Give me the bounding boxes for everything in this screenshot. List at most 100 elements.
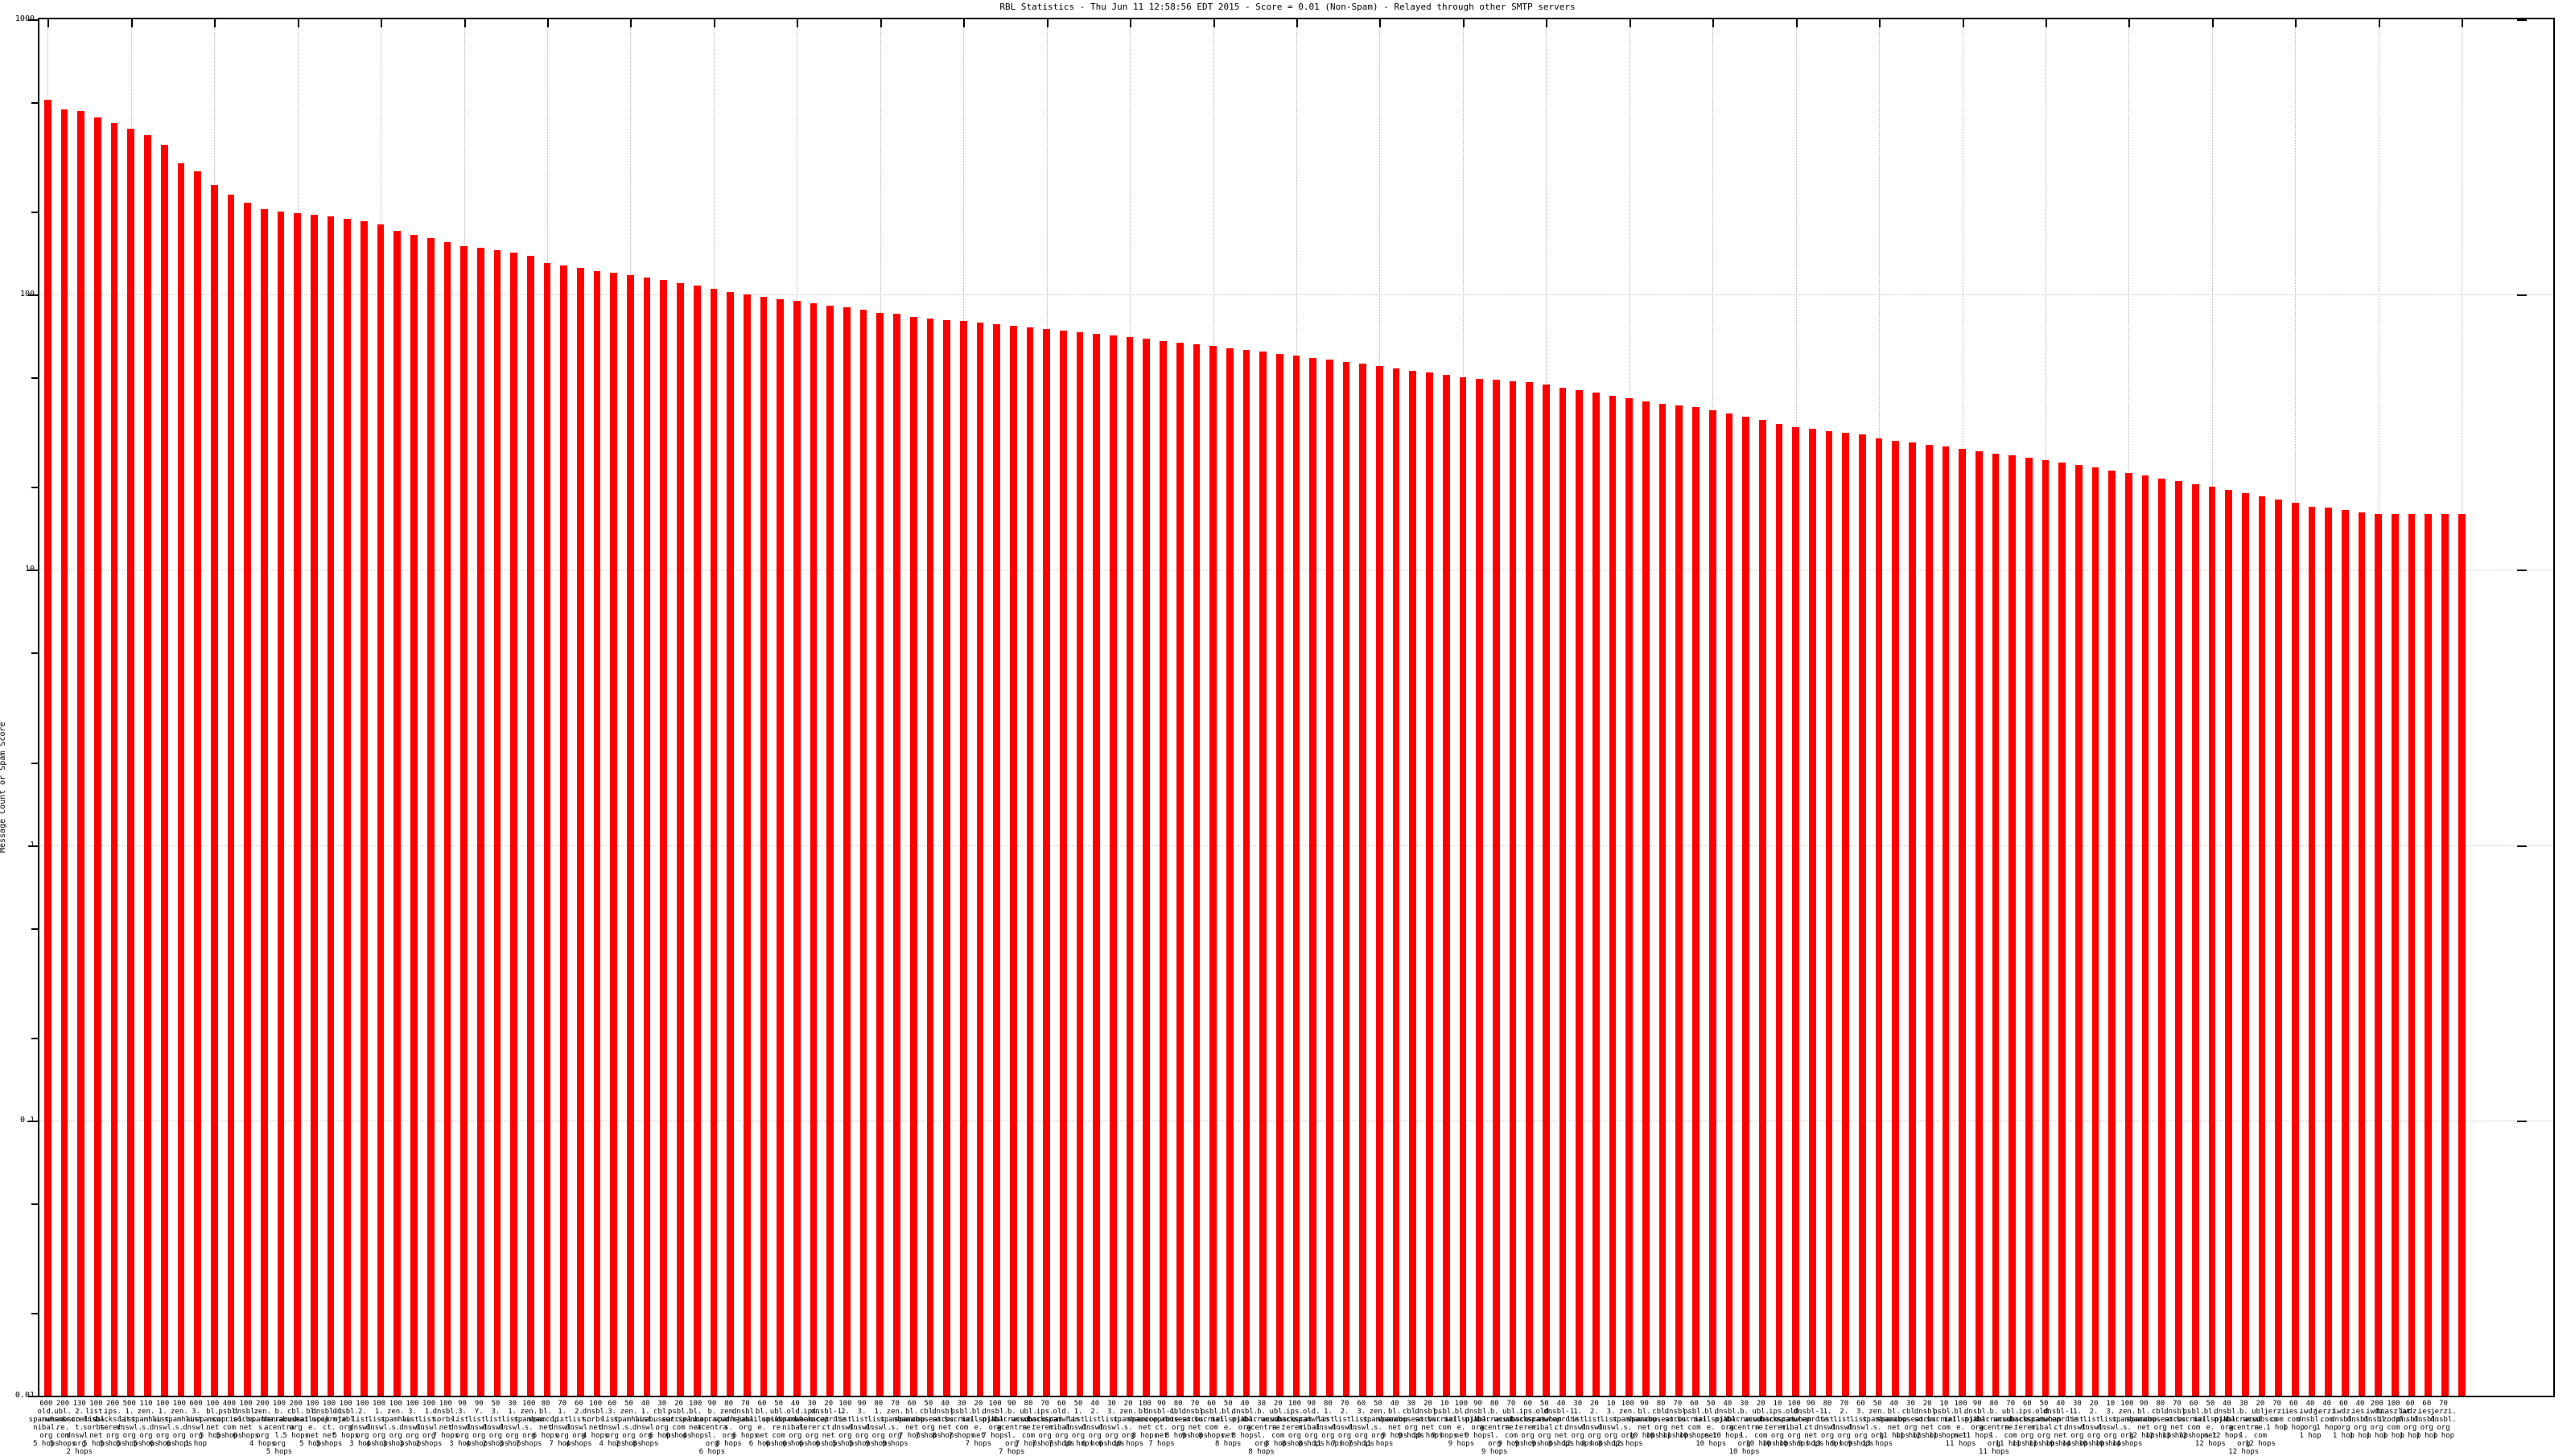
bar[interactable] [727,292,734,1396]
bar[interactable] [2091,467,2099,1396]
bar[interactable] [311,214,318,1396]
bar[interactable] [493,249,501,1396]
bar[interactable] [1909,442,1916,1396]
bar[interactable] [660,280,668,1396]
bar[interactable] [1476,378,1483,1396]
bar[interactable] [526,256,534,1396]
bar[interactable] [244,203,251,1396]
bar[interactable] [743,294,751,1396]
bar[interactable] [610,273,618,1396]
bar[interactable] [460,245,468,1396]
bar[interactable] [1242,349,1250,1396]
bar[interactable] [360,220,368,1396]
bar[interactable] [277,212,285,1396]
bar[interactable] [859,310,867,1396]
bar[interactable] [1026,327,1034,1396]
bar[interactable] [144,134,151,1396]
bar[interactable] [1559,387,1567,1396]
bar[interactable] [2125,472,2132,1396]
bar[interactable] [260,208,268,1396]
bar[interactable] [793,300,801,1396]
bar[interactable] [2358,512,2366,1396]
bar[interactable] [2025,458,2033,1396]
bar[interactable] [127,129,135,1396]
bar[interactable] [43,100,52,1396]
bar[interactable] [1209,346,1217,1396]
bar[interactable] [1859,434,1866,1396]
bar[interactable] [976,323,984,1396]
bar[interactable] [1259,352,1267,1396]
bar[interactable] [1126,337,1134,1396]
bar[interactable] [1442,375,1450,1396]
bar[interactable] [2408,513,2416,1396]
bar[interactable] [476,247,484,1396]
bar[interactable] [2225,490,2232,1396]
bar[interactable] [2441,513,2449,1396]
bar[interactable] [1725,413,1733,1396]
bar[interactable] [1742,417,1749,1396]
bar[interactable] [60,109,68,1396]
bar[interactable] [710,288,718,1396]
bar[interactable] [1110,335,1117,1396]
bar[interactable] [943,319,950,1396]
bar[interactable] [2325,508,2333,1396]
bar[interactable] [876,312,884,1396]
bar[interactable] [1226,348,1234,1396]
bar[interactable] [1942,446,1950,1396]
bar[interactable] [2108,470,2116,1396]
bar[interactable] [1459,377,1467,1396]
bar[interactable] [2058,463,2066,1396]
bar[interactable] [1342,361,1350,1396]
bar[interactable] [543,263,551,1396]
bar[interactable] [344,219,352,1396]
bar[interactable] [1542,385,1550,1396]
bar[interactable] [643,278,651,1396]
bar[interactable] [909,316,917,1396]
bar[interactable] [194,171,201,1396]
bar[interactable] [2308,506,2316,1396]
bar[interactable] [510,253,517,1396]
bar[interactable] [1526,382,1533,1396]
bar[interactable] [893,314,900,1396]
bar[interactable] [1875,438,1883,1396]
bar[interactable] [1642,401,1650,1396]
bar[interactable] [1076,331,1084,1396]
bar[interactable] [160,145,168,1396]
bar[interactable] [1842,432,1850,1396]
bar[interactable] [843,306,851,1396]
bar[interactable] [377,224,385,1396]
bar[interactable] [1609,395,1617,1396]
bar[interactable] [1775,423,1783,1396]
bar[interactable] [560,265,568,1396]
bar[interactable] [1925,444,1933,1396]
bar[interactable] [959,321,967,1396]
bar[interactable] [2458,513,2466,1396]
bar[interactable] [1309,357,1317,1396]
bar[interactable] [760,297,768,1396]
bar[interactable] [810,303,818,1396]
bar[interactable] [2191,483,2199,1396]
bar[interactable] [227,195,235,1396]
bar[interactable] [410,234,418,1396]
bar[interactable] [110,122,118,1396]
bar[interactable] [1792,426,1799,1396]
bar[interactable] [1658,404,1667,1396]
bar[interactable] [1376,366,1383,1396]
bar[interactable] [1292,356,1300,1396]
bar[interactable] [926,318,934,1396]
bar[interactable] [1392,368,1400,1396]
bar[interactable] [1959,449,1966,1396]
bar[interactable] [1359,364,1367,1396]
bar[interactable] [1492,380,1500,1396]
bar[interactable] [2375,513,2383,1396]
bar[interactable] [2258,496,2266,1396]
bar[interactable] [1625,398,1634,1396]
bar[interactable] [2208,487,2216,1396]
bar[interactable] [1758,420,1766,1396]
bar[interactable] [1708,410,1716,1396]
bar[interactable] [1975,450,1983,1396]
bar[interactable] [1409,370,1417,1396]
bar[interactable] [2291,503,2299,1396]
bar[interactable] [1426,372,1433,1396]
bar[interactable] [1160,340,1167,1396]
